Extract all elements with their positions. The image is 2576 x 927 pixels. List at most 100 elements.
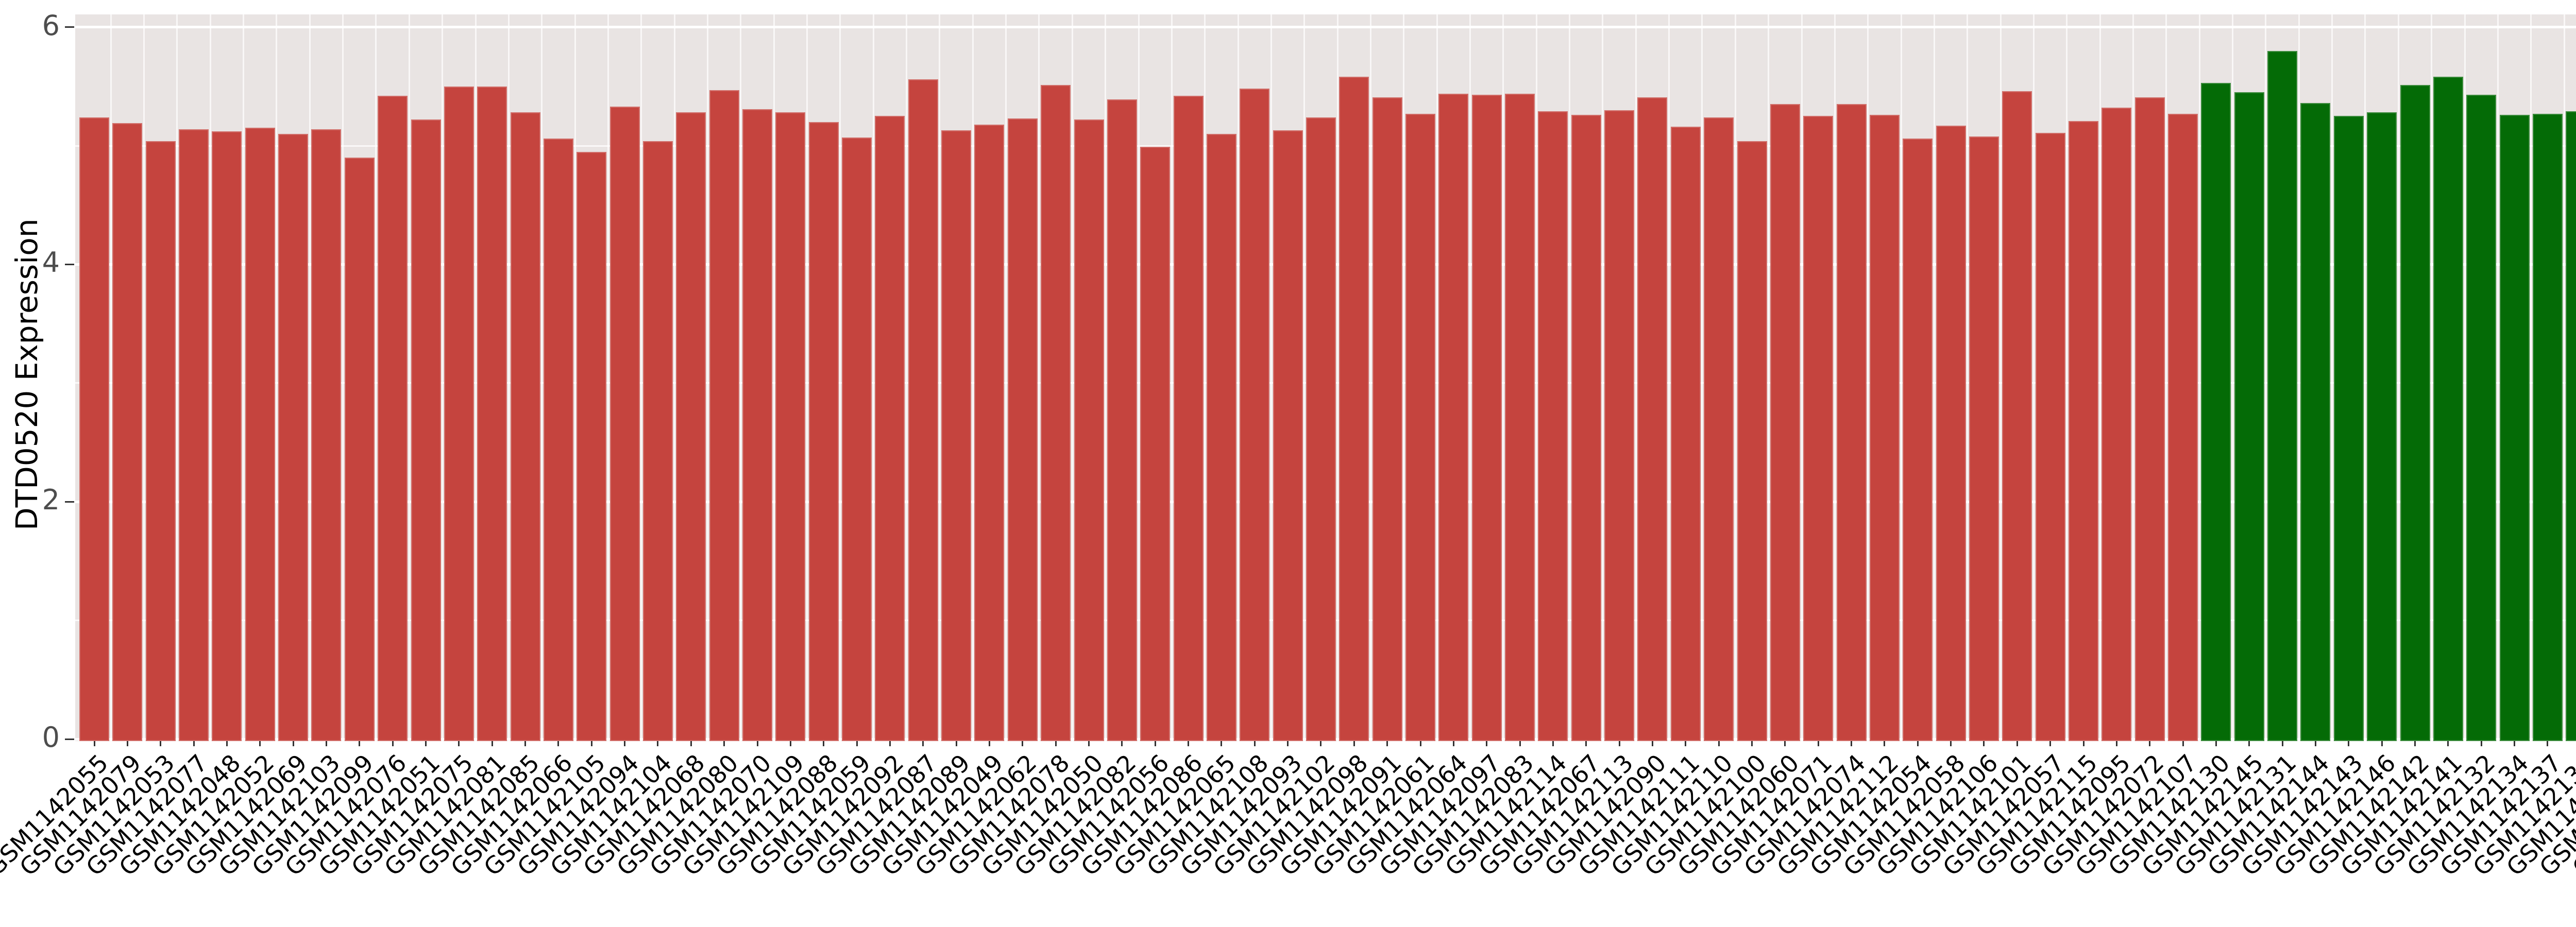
- x-tick: [756, 741, 758, 746]
- vertical-gridline: [1171, 14, 1173, 741]
- bar-GSM1142065: [1206, 133, 1236, 741]
- vertical-gridline: [2497, 14, 2499, 741]
- vertical-gridline: [1403, 14, 1405, 741]
- bar-GSM1142130: [2201, 82, 2231, 741]
- vertical-gridline: [1602, 14, 1604, 741]
- x-tick: [1519, 741, 1521, 746]
- bar-GSM1142099: [344, 158, 375, 741]
- bar-GSM1142070: [742, 109, 772, 741]
- bar-GSM1142095: [2102, 108, 2132, 741]
- vertical-gridline: [574, 14, 576, 741]
- vertical-gridline: [2132, 14, 2134, 741]
- bar-GSM1142111: [1670, 127, 1701, 741]
- major-gridline-y6: [75, 26, 2576, 29]
- vertical-gridline: [740, 14, 742, 741]
- vertical-gridline: [1270, 14, 1272, 741]
- vertical-gridline: [2099, 14, 2101, 741]
- bar-GSM1142141: [2433, 77, 2463, 741]
- bar-GSM1142100: [1737, 141, 1767, 741]
- x-tick: [2547, 741, 2549, 746]
- bar-GSM1142145: [2234, 92, 2264, 741]
- vertical-gridline: [1071, 14, 1073, 741]
- x-tick: [1419, 741, 1421, 746]
- bar-GSM1142074: [1836, 104, 1867, 741]
- x-tick: [1452, 741, 1454, 746]
- vertical-gridline: [2265, 14, 2267, 741]
- x-tick: [491, 741, 493, 746]
- x-tick: [1585, 741, 1587, 746]
- vertical-gridline: [442, 14, 444, 741]
- bar-GSM1142115: [2069, 121, 2098, 741]
- vertical-gridline: [507, 14, 510, 741]
- bar-GSM1142108: [1240, 89, 1270, 741]
- y-tick-label: 4: [42, 246, 60, 279]
- bar-GSM1142098: [1339, 77, 1369, 741]
- bar-GSM1142086: [1173, 96, 1204, 741]
- y-tick-label: 2: [42, 484, 60, 517]
- bar-GSM1142056: [1140, 147, 1171, 741]
- vertical-gridline: [176, 14, 178, 741]
- x-tick: [624, 741, 626, 746]
- bar-GSM1142053: [145, 141, 176, 741]
- x-tick: [2447, 741, 2449, 746]
- bar-GSM1142081: [477, 86, 507, 741]
- vertical-gridline: [375, 14, 377, 741]
- bar-GSM1142049: [974, 124, 1005, 741]
- bar-GSM1142087: [908, 79, 938, 741]
- bar-GSM1142136: [2566, 111, 2576, 741]
- y-tick: [65, 263, 74, 265]
- vertical-gridline: [2431, 14, 2433, 741]
- bar-GSM1142105: [577, 151, 607, 741]
- x-tick: [2381, 741, 2383, 746]
- x-tick: [458, 741, 460, 746]
- x-tick: [789, 741, 791, 746]
- vertical-gridline: [673, 14, 675, 741]
- vertical-gridline: [1469, 14, 1471, 741]
- vertical-gridline: [607, 14, 609, 741]
- x-tick: [1022, 741, 1024, 746]
- x-tick: [126, 741, 128, 746]
- vertical-gridline: [1105, 14, 1107, 741]
- x-tick: [2314, 741, 2316, 746]
- vertical-gridline: [1502, 14, 1504, 741]
- y-tick: [65, 26, 74, 28]
- vertical-gridline: [1933, 14, 1935, 741]
- bar-GSM1142092: [875, 116, 905, 741]
- bar-GSM1142064: [1438, 93, 1469, 741]
- y-tick: [65, 501, 74, 503]
- x-tick: [425, 741, 427, 746]
- vertical-gridline: [2032, 14, 2035, 741]
- x-tick: [1353, 741, 1355, 746]
- x-tick: [1088, 741, 1090, 746]
- x-tick: [2082, 741, 2084, 746]
- vertical-gridline: [806, 14, 808, 741]
- bar-GSM1142114: [1538, 111, 1568, 741]
- x-tick: [2414, 741, 2416, 746]
- bar-GSM1142058: [1936, 125, 1966, 741]
- vertical-gridline: [1900, 14, 1902, 741]
- bar-GSM1142132: [2466, 94, 2497, 741]
- bar-GSM1142079: [112, 123, 143, 741]
- bar-GSM1142142: [2400, 85, 2430, 741]
- x-tick: [2115, 741, 2117, 746]
- bar-GSM1142059: [842, 137, 872, 741]
- vertical-gridline: [2198, 14, 2200, 741]
- vertical-gridline: [872, 14, 874, 741]
- x-tick: [1552, 741, 1554, 746]
- vertical-gridline: [1303, 14, 1306, 741]
- x-tick: [557, 741, 560, 746]
- vertical-gridline: [1038, 14, 1040, 741]
- x-tick: [1121, 741, 1123, 746]
- bar-GSM1142062: [1007, 118, 1038, 741]
- x-tick: [1618, 741, 1620, 746]
- bar-GSM1142085: [510, 112, 540, 741]
- x-tick: [1253, 741, 1256, 746]
- bar-GSM1142144: [2300, 103, 2331, 741]
- bar-GSM1142103: [311, 129, 342, 741]
- bar-GSM1142089: [941, 130, 972, 741]
- bar-GSM1142112: [1869, 115, 1900, 741]
- x-tick: [2016, 741, 2018, 746]
- vertical-gridline: [1138, 14, 1140, 741]
- x-tick: [657, 741, 659, 746]
